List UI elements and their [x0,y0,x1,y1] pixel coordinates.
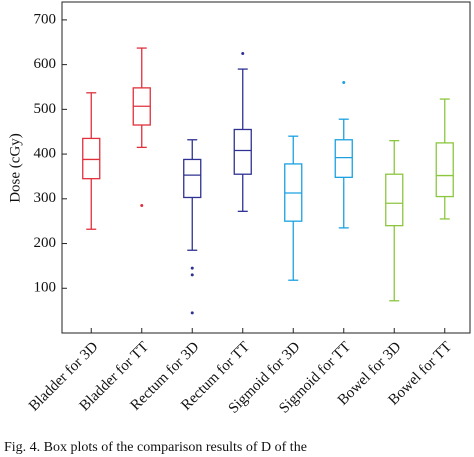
outlier [190,266,194,270]
box [82,137,101,180]
y-tick-label: 600 [34,56,57,72]
y-tick-label: 200 [34,235,57,251]
y-tick-label: 300 [34,190,57,206]
outlier [342,81,346,85]
box [233,128,252,175]
y-tick-label: 700 [34,11,57,27]
outlier [241,51,245,55]
y-tick-label: 400 [34,146,57,162]
box [334,139,353,178]
box [385,173,404,227]
caption: Fig. 4. Box plots of the comparison resu… [4,440,307,455]
y-tick-label: 100 [34,280,57,296]
outlier [190,273,194,277]
box [183,158,202,199]
plot-frame [61,1,471,334]
y-tick-label: 500 [34,101,57,117]
box [435,142,454,198]
outlier [140,204,144,208]
outlier [190,311,194,315]
y-axis-label: Dose (cGy) [7,133,23,203]
